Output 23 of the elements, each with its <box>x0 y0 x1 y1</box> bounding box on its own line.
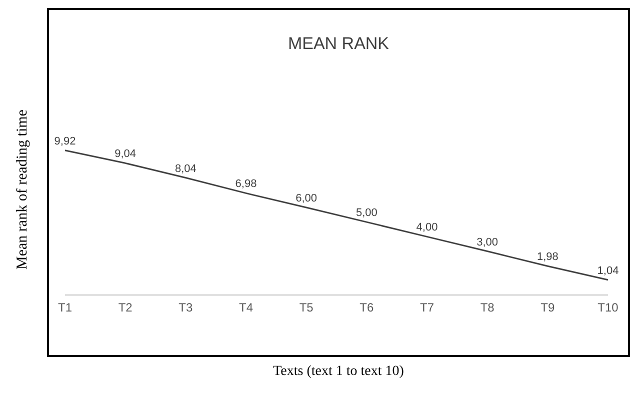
data-label: 9,04 <box>114 148 136 160</box>
data-label: 3,00 <box>476 236 498 248</box>
x-tick-label: T4 <box>238 300 254 315</box>
data-label: 5,00 <box>356 207 378 220</box>
x-tick-label: T5 <box>299 300 314 315</box>
x-tick-label: T9 <box>540 300 555 315</box>
data-label: 8,04 <box>174 162 196 175</box>
x-axis-title: Texts (text 1 to text 10) <box>272 364 405 380</box>
x-tick-label: T6 <box>360 300 374 315</box>
data-label: 1,04 <box>597 264 619 277</box>
data-label: 9,92 <box>54 135 76 148</box>
data-label: 1,98 <box>536 251 558 264</box>
x-tick-label: T8 <box>480 300 495 315</box>
data-label: 6,98 <box>235 178 257 190</box>
data-label: 6,00 <box>296 192 318 204</box>
x-tick-label: T10 <box>598 300 619 315</box>
x-tick-label: T2 <box>118 300 133 315</box>
y-axis-title: Mean rank of reading time <box>14 110 32 270</box>
x-tick-label: T3 <box>178 300 193 315</box>
chart-title: MEAN RANK <box>286 34 390 54</box>
data-label: 4,00 <box>416 222 438 234</box>
x-tick-label: T1 <box>58 300 72 315</box>
x-tick-label: T7 <box>420 300 434 315</box>
